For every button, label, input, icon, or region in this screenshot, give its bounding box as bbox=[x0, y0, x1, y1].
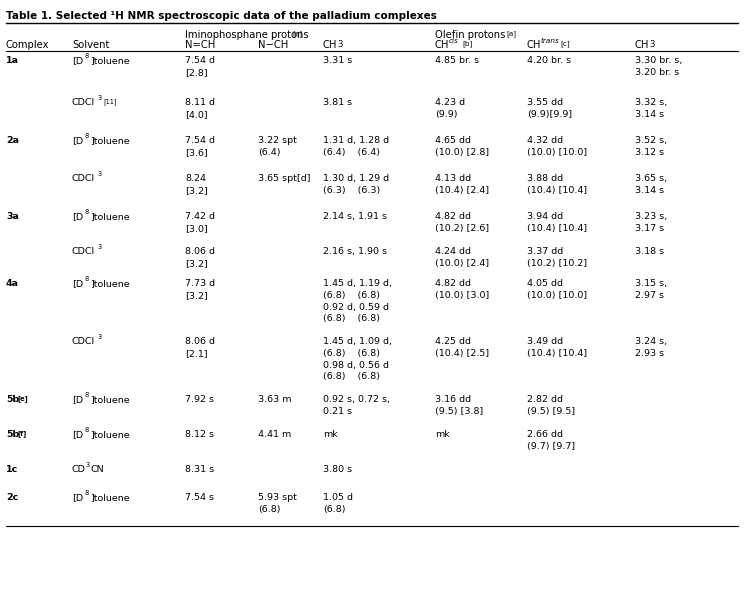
Text: 3.22 spt
(6.4): 3.22 spt (6.4) bbox=[258, 136, 297, 157]
Text: [D: [D bbox=[72, 395, 83, 404]
Text: 4.13 dd
(10.4) [2.4]: 4.13 dd (10.4) [2.4] bbox=[435, 174, 489, 195]
Text: 4.25 dd
(10.4) [2.5]: 4.25 dd (10.4) [2.5] bbox=[435, 337, 489, 358]
Text: 3: 3 bbox=[98, 171, 102, 177]
Text: 7.54 s: 7.54 s bbox=[185, 493, 214, 502]
Text: 1.45 d, 1.19 d,
(6.8)    (6.8)
0.92 d, 0.59 d
(6.8)    (6.8): 1.45 d, 1.19 d, (6.8) (6.8) 0.92 d, 0.59… bbox=[323, 279, 392, 323]
Text: 3: 3 bbox=[98, 244, 102, 250]
Text: 1.30 d, 1.29 d
(6.3)    (6.3): 1.30 d, 1.29 d (6.3) (6.3) bbox=[323, 174, 389, 195]
Text: 8.06 d
[2.1]: 8.06 d [2.1] bbox=[185, 337, 215, 358]
Text: 2.14 s, 1.91 s: 2.14 s, 1.91 s bbox=[323, 212, 387, 221]
Text: 4.05 dd
(10.0) [10.0]: 4.05 dd (10.0) [10.0] bbox=[527, 279, 587, 300]
Text: 2.82 dd
(9.5) [9.5]: 2.82 dd (9.5) [9.5] bbox=[527, 395, 575, 416]
Text: 3.18 s: 3.18 s bbox=[635, 247, 664, 256]
Text: 8.12 s: 8.12 s bbox=[185, 430, 214, 439]
Text: 8: 8 bbox=[85, 427, 89, 433]
Text: N=CH: N=CH bbox=[185, 40, 215, 50]
Text: 3: 3 bbox=[98, 334, 102, 340]
Text: 3.31 s: 3.31 s bbox=[323, 56, 352, 65]
Text: 4.23 d
(9.9): 4.23 d (9.9) bbox=[435, 98, 465, 119]
Text: ]toluene: ]toluene bbox=[90, 136, 129, 145]
Text: Solvent: Solvent bbox=[72, 40, 109, 50]
Text: Olefin protons: Olefin protons bbox=[435, 30, 505, 40]
Text: CH: CH bbox=[323, 40, 337, 50]
Text: [e]: [e] bbox=[17, 395, 28, 402]
Text: ]toluene: ]toluene bbox=[90, 279, 129, 288]
Text: 7.42 d
[3.0]: 7.42 d [3.0] bbox=[185, 212, 215, 233]
Text: 8.24
[3.2]: 8.24 [3.2] bbox=[185, 174, 208, 195]
Text: 3: 3 bbox=[86, 462, 90, 468]
Text: 8: 8 bbox=[85, 209, 89, 215]
Text: [11]: [11] bbox=[103, 98, 117, 104]
Text: CDCl: CDCl bbox=[72, 98, 95, 107]
Text: 2.66 dd
(9.7) [9.7]: 2.66 dd (9.7) [9.7] bbox=[527, 430, 575, 451]
Text: mk: mk bbox=[323, 430, 338, 439]
Text: trans: trans bbox=[541, 38, 559, 44]
Text: 5b: 5b bbox=[6, 430, 19, 439]
Text: 3: 3 bbox=[649, 40, 655, 49]
Text: 8: 8 bbox=[85, 276, 89, 282]
Text: [D: [D bbox=[72, 430, 83, 439]
Text: 0.92 s, 0.72 s,
0.21 s: 0.92 s, 0.72 s, 0.21 s bbox=[323, 395, 390, 416]
Text: 3.55 dd
(9.9)[9.9]: 3.55 dd (9.9)[9.9] bbox=[527, 98, 572, 119]
Text: 3a: 3a bbox=[6, 212, 19, 221]
Text: 3.24 s,
2.93 s: 3.24 s, 2.93 s bbox=[635, 337, 667, 358]
Text: 2a: 2a bbox=[6, 136, 19, 145]
Text: 3.23 s,
3.17 s: 3.23 s, 3.17 s bbox=[635, 212, 667, 233]
Text: 3: 3 bbox=[337, 40, 342, 49]
Text: 8.11 d
[4.0]: 8.11 d [4.0] bbox=[185, 98, 215, 119]
Text: 7.54 d
[3.6]: 7.54 d [3.6] bbox=[185, 136, 215, 157]
Text: [D: [D bbox=[72, 493, 83, 502]
Text: 3.52 s,
3.12 s: 3.52 s, 3.12 s bbox=[635, 136, 667, 157]
Text: Iminophosphane protons: Iminophosphane protons bbox=[185, 30, 309, 40]
Text: [c]: [c] bbox=[560, 40, 570, 47]
Text: [D: [D bbox=[72, 136, 83, 145]
Text: CH: CH bbox=[635, 40, 650, 50]
Text: 7.54 d
[2.8]: 7.54 d [2.8] bbox=[185, 56, 215, 77]
Text: 8: 8 bbox=[85, 490, 89, 496]
Text: [f]: [f] bbox=[17, 430, 26, 437]
Text: 3.15 s,
2.97 s: 3.15 s, 2.97 s bbox=[635, 279, 667, 300]
Text: CDCl: CDCl bbox=[72, 337, 95, 346]
Text: 3.16 dd
(9.5) [3.8]: 3.16 dd (9.5) [3.8] bbox=[435, 395, 484, 416]
Text: 8: 8 bbox=[85, 53, 89, 59]
Text: 7.73 d
[3.2]: 7.73 d [3.2] bbox=[185, 279, 215, 300]
Text: 1.05 d
(6.8): 1.05 d (6.8) bbox=[323, 493, 353, 514]
Text: 3.49 dd
(10.4) [10.4]: 3.49 dd (10.4) [10.4] bbox=[527, 337, 587, 358]
Text: 4.20 br. s: 4.20 br. s bbox=[527, 56, 571, 65]
Text: ]toluene: ]toluene bbox=[90, 212, 129, 221]
Text: ]toluene: ]toluene bbox=[90, 395, 129, 404]
Text: 5.93 spt
(6.8): 5.93 spt (6.8) bbox=[258, 493, 297, 514]
Text: 4a: 4a bbox=[6, 279, 19, 288]
Text: [D: [D bbox=[72, 212, 83, 221]
Text: 3.81 s: 3.81 s bbox=[323, 98, 352, 107]
Text: ]toluene: ]toluene bbox=[90, 430, 129, 439]
Text: CN: CN bbox=[91, 465, 105, 474]
Text: 7.92 s: 7.92 s bbox=[185, 395, 214, 404]
Text: 1c: 1c bbox=[6, 465, 19, 474]
Text: mk: mk bbox=[435, 430, 450, 439]
Text: 3.65 s,
3.14 s: 3.65 s, 3.14 s bbox=[635, 174, 667, 195]
Text: ]toluene: ]toluene bbox=[90, 493, 129, 502]
Text: 4.82 dd
(10.0) [3.0]: 4.82 dd (10.0) [3.0] bbox=[435, 279, 490, 300]
Text: 8: 8 bbox=[85, 133, 89, 139]
Text: 3.37 dd
(10.2) [10.2]: 3.37 dd (10.2) [10.2] bbox=[527, 247, 587, 268]
Text: 2c: 2c bbox=[6, 493, 19, 502]
Text: 4.65 dd
(10.0) [2.8]: 4.65 dd (10.0) [2.8] bbox=[435, 136, 489, 157]
Text: 3.88 dd
(10.4) [10.4]: 3.88 dd (10.4) [10.4] bbox=[527, 174, 587, 195]
Text: 8: 8 bbox=[85, 392, 89, 398]
Text: 1.45 d, 1.09 d,
(6.8)    (6.8)
0.98 d, 0.56 d
(6.8)    (6.8): 1.45 d, 1.09 d, (6.8) (6.8) 0.98 d, 0.56… bbox=[323, 337, 392, 381]
Text: 4.32 dd
(10.0) [10.0]: 4.32 dd (10.0) [10.0] bbox=[527, 136, 587, 157]
Text: cis: cis bbox=[449, 38, 459, 44]
Text: CDCl: CDCl bbox=[72, 247, 95, 256]
Text: 4.85 br. s: 4.85 br. s bbox=[435, 56, 479, 65]
Text: 3: 3 bbox=[98, 95, 102, 101]
Text: 3.94 dd
(10.4) [10.4]: 3.94 dd (10.4) [10.4] bbox=[527, 212, 587, 233]
Text: ]toluene: ]toluene bbox=[90, 56, 129, 65]
Text: 3.80 s: 3.80 s bbox=[323, 465, 352, 474]
Text: CDCl: CDCl bbox=[72, 174, 95, 183]
Text: 3.63 m: 3.63 m bbox=[258, 395, 292, 404]
Text: [D: [D bbox=[72, 56, 83, 65]
Text: 2.16 s, 1.90 s: 2.16 s, 1.90 s bbox=[323, 247, 387, 256]
Text: 3.30 br. s,
3.20 br. s: 3.30 br. s, 3.20 br. s bbox=[635, 56, 682, 77]
Text: N−CH: N−CH bbox=[258, 40, 288, 50]
